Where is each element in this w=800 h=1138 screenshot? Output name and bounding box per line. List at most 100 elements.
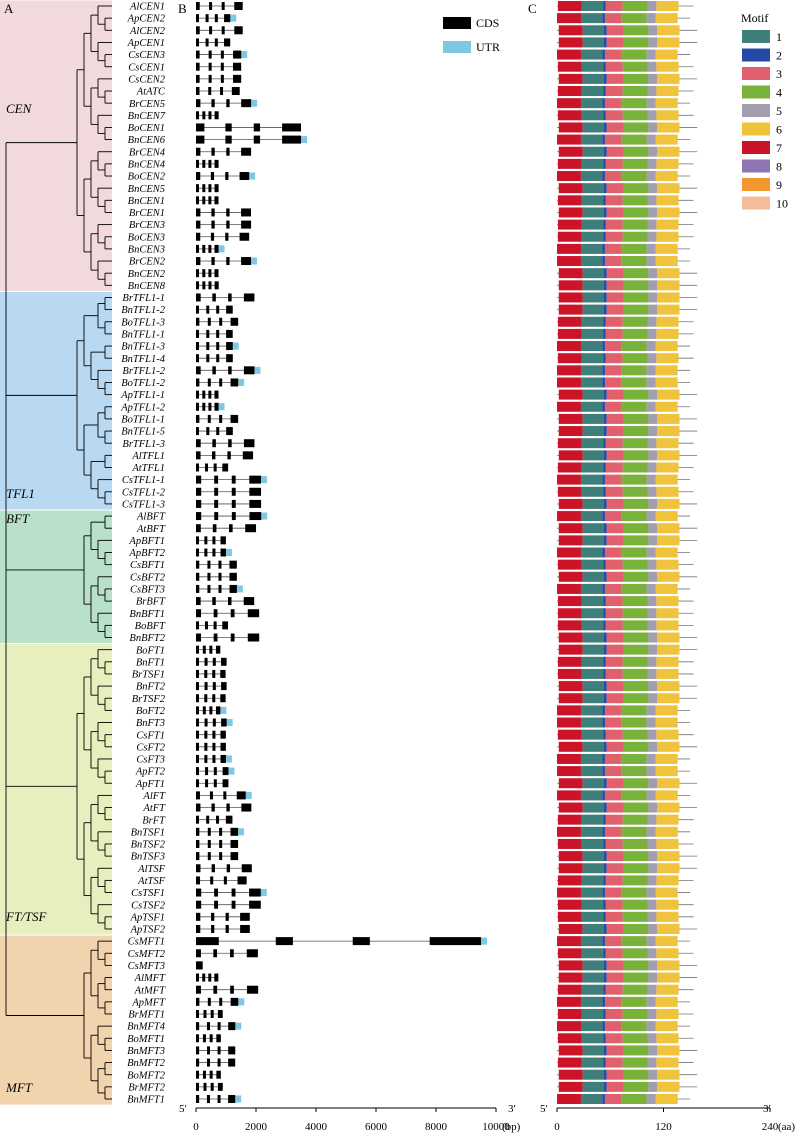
motif-row — [557, 243, 691, 254]
motif-block — [580, 341, 603, 352]
cds-block — [214, 281, 219, 290]
cds-block — [196, 779, 199, 788]
motif-block — [622, 911, 648, 922]
motif-block — [558, 1045, 583, 1056]
motif-block — [602, 753, 605, 764]
cds-block — [196, 62, 200, 71]
gene-name: BnCEN8 — [128, 281, 166, 292]
cds-block — [212, 524, 217, 533]
motif-block — [622, 1057, 648, 1068]
motif-row — [557, 802, 698, 813]
gene-structure-row — [196, 1082, 223, 1091]
motif-block — [606, 644, 624, 655]
motif-block — [606, 535, 624, 546]
cds-block — [241, 220, 252, 229]
motif-row — [557, 693, 698, 704]
cds-block — [212, 730, 216, 739]
motif-block — [606, 851, 624, 862]
cds-block — [196, 366, 201, 375]
motif-block — [605, 438, 623, 449]
gene-structure-row — [196, 87, 240, 96]
cds-block — [216, 329, 220, 338]
cds-block — [202, 196, 206, 205]
motif-block — [606, 426, 624, 437]
motif-block — [558, 146, 583, 157]
motif-block — [582, 122, 605, 133]
motif-block — [604, 790, 622, 801]
motif-block — [648, 681, 658, 692]
gene-structure-row — [196, 839, 239, 848]
gene-structure-row — [196, 1034, 221, 1043]
motif-block — [557, 1057, 582, 1068]
motif-block — [557, 814, 582, 825]
cds-block — [429, 937, 481, 946]
motif-block — [656, 948, 679, 959]
cds-block — [206, 1046, 210, 1055]
motif-block — [623, 802, 649, 813]
gene-name: BnTFL1-2 — [121, 305, 166, 316]
cds-block — [207, 560, 211, 569]
cds-block — [218, 572, 222, 581]
motif-block — [582, 632, 605, 643]
motif-block — [647, 231, 657, 242]
cds-block — [196, 597, 201, 606]
motif-block — [604, 146, 607, 157]
gene-name: BnCEN4 — [128, 159, 166, 170]
motif-block — [605, 875, 623, 886]
motif-block — [581, 596, 604, 607]
motif-block — [558, 741, 583, 752]
cds-block — [206, 1022, 210, 1031]
motif-block — [558, 183, 583, 194]
cds-block — [237, 876, 247, 885]
motif-block — [621, 401, 647, 412]
motif-block — [605, 899, 623, 910]
motif-block — [582, 25, 605, 36]
gene-name: BrCEN1 — [129, 208, 165, 219]
motif-row — [557, 899, 694, 910]
motif-block — [580, 256, 603, 267]
motif-block — [557, 911, 582, 922]
motif-block — [604, 644, 607, 655]
cds-block — [222, 779, 229, 788]
motif-row — [557, 1057, 694, 1068]
cds-block — [204, 718, 208, 727]
motif-block — [606, 693, 624, 704]
motif-block — [605, 353, 623, 364]
gene-name: AlMFT — [134, 973, 166, 984]
motif-block — [603, 86, 606, 97]
gene-name: BoTFL1-2 — [121, 378, 166, 389]
cds-block — [226, 864, 231, 873]
cds-block — [214, 38, 218, 47]
motif-block — [621, 547, 647, 558]
cds-block — [209, 706, 213, 715]
motif-block — [603, 462, 606, 473]
motif-block — [657, 923, 680, 934]
motif-block — [606, 972, 624, 983]
motif-legend-title: Motif — [741, 11, 768, 25]
motif-block — [623, 972, 649, 983]
gene-structure-row — [196, 742, 226, 751]
cds-block — [230, 317, 239, 326]
gene-name: BrCEN3 — [129, 220, 165, 231]
utr-block — [243, 791, 252, 799]
gene-name: AtATC — [136, 87, 166, 98]
cds-block — [219, 852, 223, 861]
motif-block — [655, 936, 678, 947]
cds-block — [196, 949, 201, 958]
motif-block — [557, 171, 581, 182]
cds-block — [196, 123, 205, 132]
motif-block — [621, 1021, 647, 1032]
cds-block — [228, 1046, 236, 1055]
cds-block — [208, 50, 212, 59]
cds-block — [214, 244, 219, 253]
motif-block — [604, 280, 607, 291]
cds-block — [225, 815, 233, 824]
motif-block — [604, 681, 607, 692]
motif-block — [655, 766, 678, 777]
cds-block — [249, 900, 261, 909]
cds-block — [220, 50, 224, 59]
motif-block — [557, 596, 582, 607]
cds-block — [275, 937, 293, 946]
gene-name: CsCEN2 — [128, 74, 166, 85]
motif-block — [604, 413, 607, 424]
